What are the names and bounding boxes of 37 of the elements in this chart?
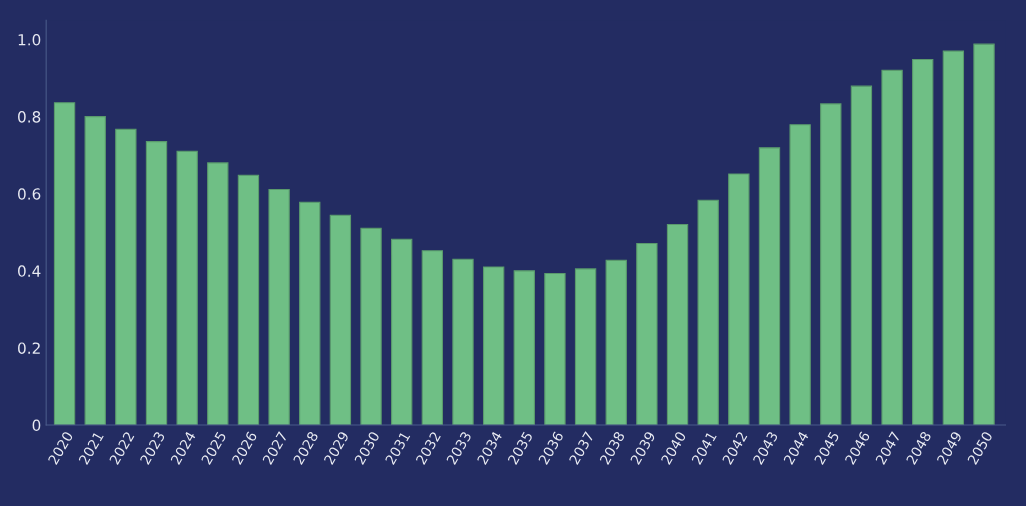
bar	[53, 102, 76, 426]
bar	[207, 162, 229, 426]
bar	[881, 69, 903, 426]
bar	[84, 116, 106, 426]
bar	[820, 103, 842, 426]
y-tick-label: 0.4	[18, 265, 41, 277]
bar	[850, 85, 873, 426]
bar	[421, 250, 444, 426]
bar	[912, 59, 934, 426]
bar	[452, 258, 474, 426]
bar	[574, 268, 597, 426]
bar	[268, 188, 290, 426]
y-tick-label: 0.8	[18, 111, 41, 123]
bar	[636, 242, 658, 426]
bar	[329, 214, 352, 426]
bar	[360, 227, 382, 426]
bar	[973, 43, 995, 426]
bar	[391, 238, 413, 426]
bar	[697, 199, 719, 426]
bar	[513, 270, 535, 426]
bar	[237, 174, 260, 426]
y-tick-label: 0.2	[18, 342, 40, 354]
bar	[482, 266, 505, 426]
y-tick-label: 1.0	[18, 33, 41, 46]
bar	[758, 147, 781, 426]
bar	[605, 259, 627, 426]
bar	[544, 272, 566, 426]
y-tick-label: 0.6	[18, 188, 41, 200]
bar	[666, 224, 689, 426]
bar	[789, 124, 811, 426]
bar	[942, 50, 965, 426]
bar	[176, 150, 198, 426]
bar	[728, 173, 750, 426]
bar	[115, 128, 137, 426]
bar	[145, 141, 168, 426]
bar	[299, 201, 321, 426]
y-tick-label: 0	[32, 419, 41, 432]
